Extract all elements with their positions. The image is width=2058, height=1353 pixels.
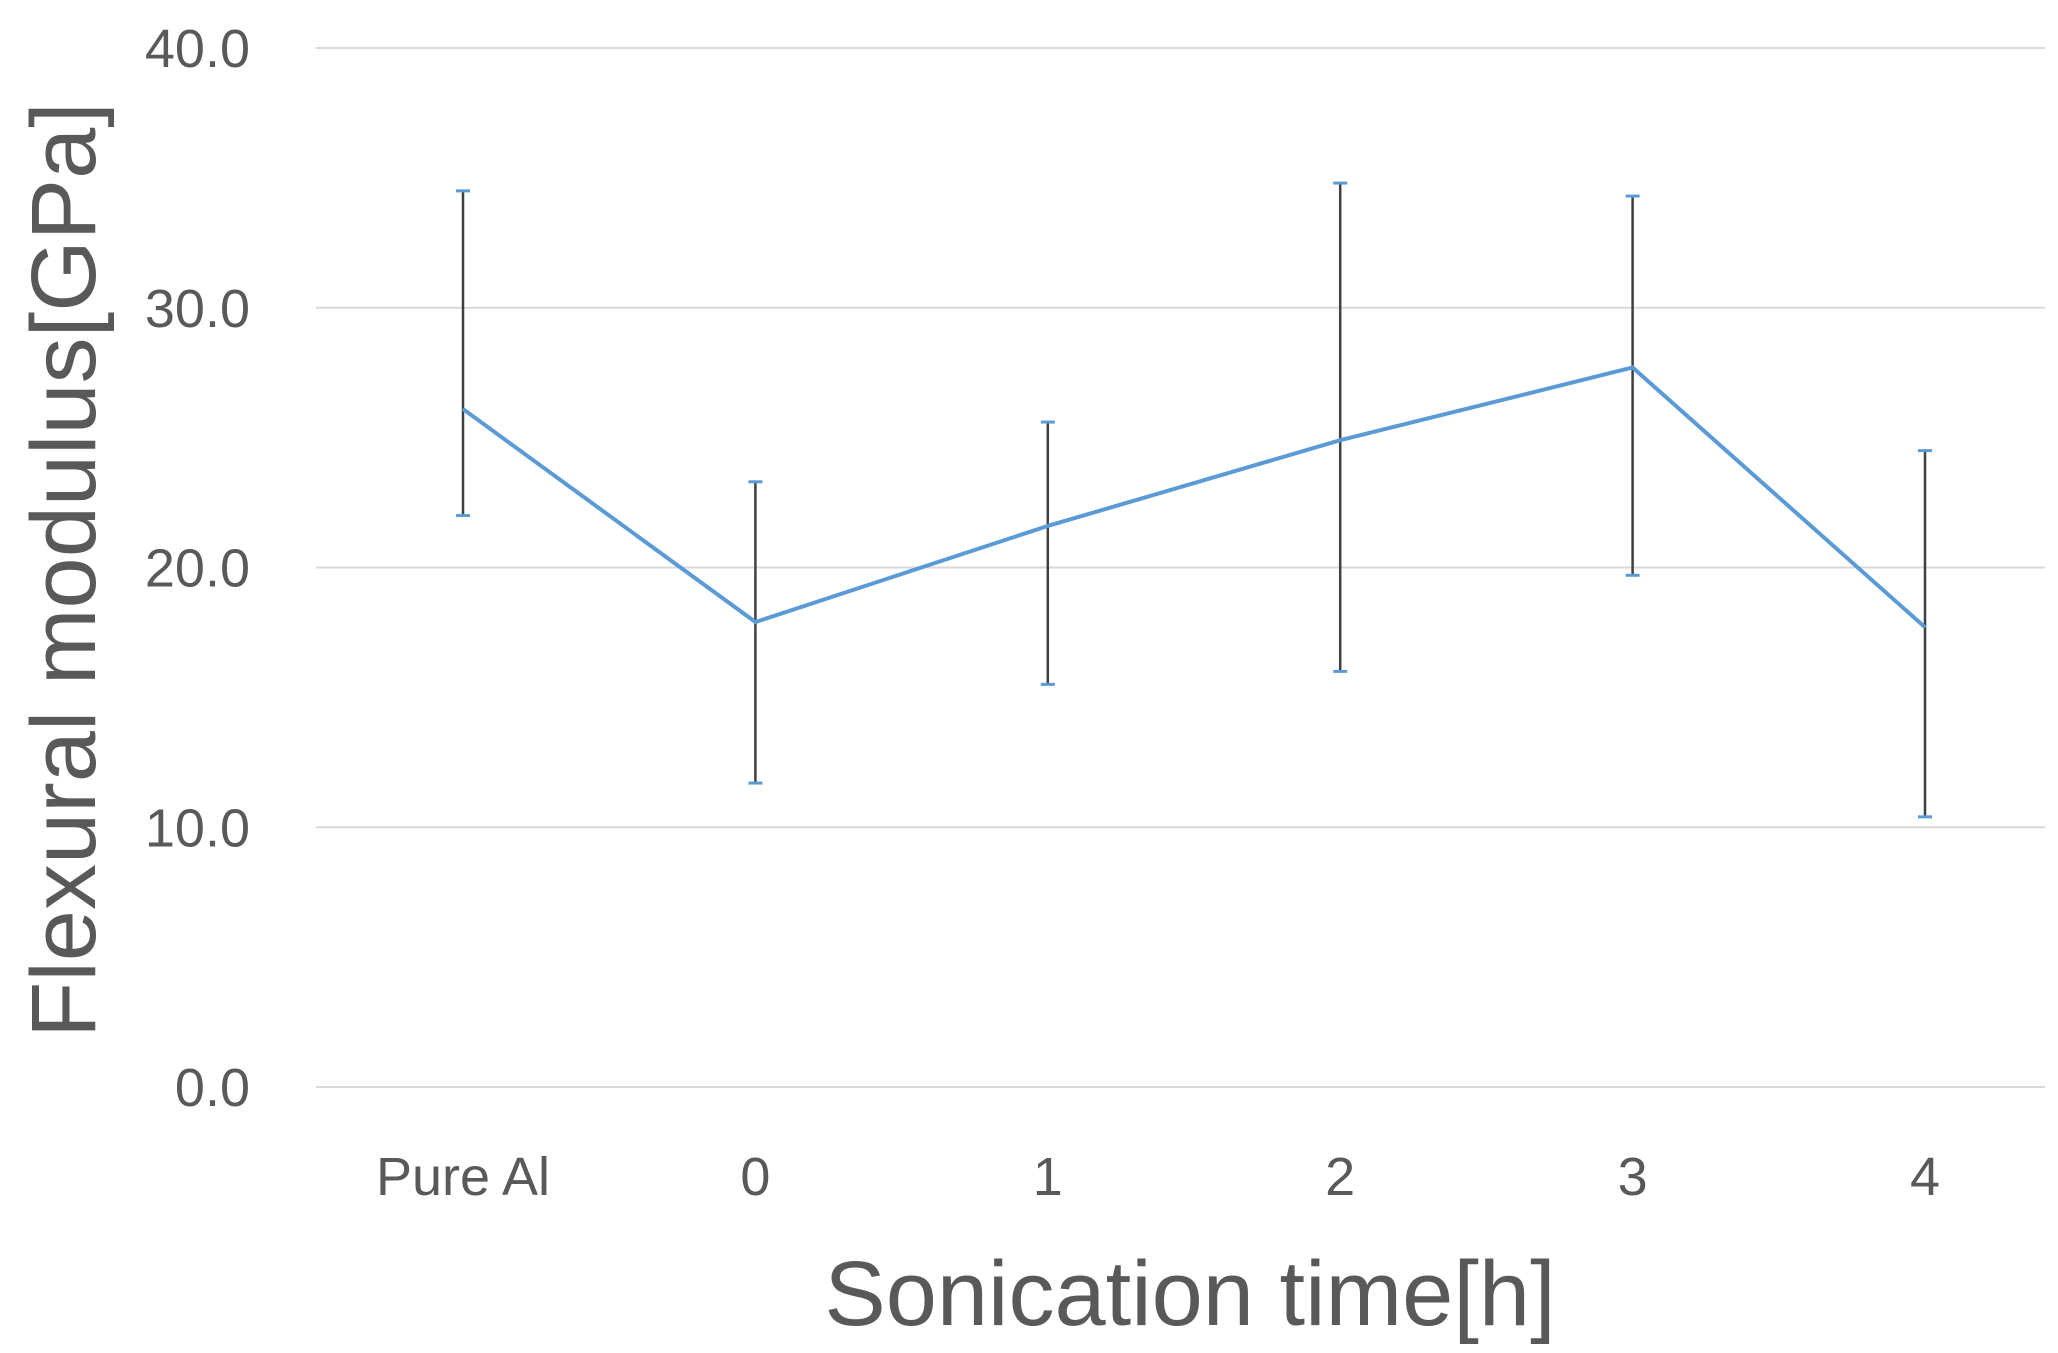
y-tick-label: 0.0 (175, 1058, 250, 1118)
y-tick-label: 40.0 (145, 19, 250, 79)
data-point (754, 621, 756, 623)
x-tick-label: 2 (1325, 1147, 1355, 1207)
y-axis-title: Flexural modulus[GPa] (13, 102, 115, 1038)
x-tick-label: 4 (1910, 1147, 1940, 1207)
series-line (461, 365, 1927, 629)
y-tick-label: 10.0 (145, 798, 250, 858)
x-axis-ticks: Pure Al 0 1 2 3 4 (376, 1147, 1940, 1207)
x-tick-label: 0 (740, 1147, 770, 1207)
data-point (1339, 439, 1341, 441)
gridlines (316, 47, 2045, 1088)
data-point (1924, 626, 1926, 628)
series-lines (461, 365, 1927, 629)
data-point (1632, 366, 1634, 368)
y-tick-label: 20.0 (145, 539, 250, 599)
data-point (462, 408, 464, 410)
data-point (1047, 525, 1049, 527)
y-tick-label: 30.0 (145, 279, 250, 339)
error-bars (456, 181, 1932, 819)
y-axis-ticks: 0.0 10.0 20.0 30.0 40.0 (145, 19, 250, 1118)
x-tick-label: 1 (1033, 1147, 1063, 1207)
x-tick-label: 3 (1618, 1147, 1648, 1207)
x-tick-label: Pure Al (376, 1147, 550, 1207)
x-axis-title: Sonication time[h] (824, 1243, 1555, 1345)
